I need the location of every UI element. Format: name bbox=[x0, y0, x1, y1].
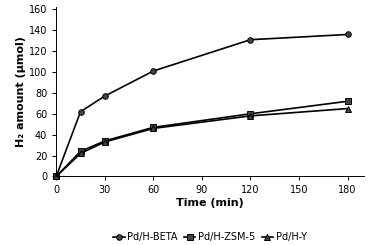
Pd/H-ZSM-5 bbox=[54, 175, 58, 178]
Pd/H-BETA bbox=[54, 175, 58, 178]
Pd/H-Y bbox=[345, 107, 350, 110]
Line: Pd/H-BETA: Pd/H-BETA bbox=[54, 32, 350, 179]
Line: Pd/H-ZSM-5: Pd/H-ZSM-5 bbox=[54, 98, 350, 179]
Pd/H-BETA bbox=[102, 95, 107, 98]
Y-axis label: H₂ amount (μmol): H₂ amount (μmol) bbox=[16, 37, 26, 147]
Pd/H-Y bbox=[54, 175, 58, 178]
X-axis label: Time (min): Time (min) bbox=[176, 198, 244, 208]
Pd/H-ZSM-5 bbox=[102, 139, 107, 142]
Pd/H-BETA bbox=[151, 70, 156, 73]
Pd/H-Y bbox=[248, 114, 253, 117]
Pd/H-ZSM-5 bbox=[78, 150, 83, 153]
Line: Pd/H-Y: Pd/H-Y bbox=[54, 106, 350, 179]
Pd/H-BETA bbox=[78, 110, 83, 113]
Pd/H-ZSM-5 bbox=[345, 100, 350, 103]
Pd/H-BETA bbox=[248, 38, 253, 41]
Pd/H-Y bbox=[102, 140, 107, 143]
Pd/H-ZSM-5 bbox=[151, 126, 156, 129]
Pd/H-BETA bbox=[345, 33, 350, 36]
Pd/H-ZSM-5 bbox=[248, 112, 253, 115]
Legend: Pd/H-BETA, Pd/H-ZSM-5, Pd/H-Y: Pd/H-BETA, Pd/H-ZSM-5, Pd/H-Y bbox=[113, 232, 307, 242]
Pd/H-Y bbox=[151, 127, 156, 130]
Pd/H-Y bbox=[78, 152, 83, 155]
